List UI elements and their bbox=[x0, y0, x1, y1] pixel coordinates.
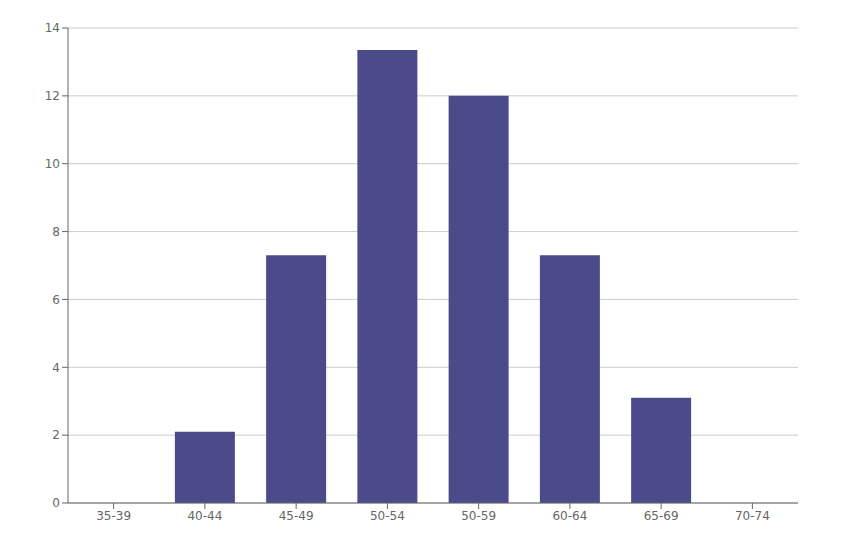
svg-text:50-59: 50-59 bbox=[461, 509, 496, 523]
svg-text:60-64: 60-64 bbox=[552, 509, 587, 523]
svg-text:6: 6 bbox=[52, 293, 60, 307]
svg-text:2: 2 bbox=[52, 428, 60, 442]
svg-text:40-44: 40-44 bbox=[187, 509, 222, 523]
svg-text:65-69: 65-69 bbox=[644, 509, 679, 523]
svg-text:8: 8 bbox=[52, 225, 60, 239]
svg-text:14: 14 bbox=[45, 21, 60, 35]
svg-text:70-74: 70-74 bbox=[735, 509, 770, 523]
svg-text:45-49: 45-49 bbox=[279, 509, 314, 523]
svg-text:35-39: 35-39 bbox=[96, 509, 131, 523]
svg-text:4: 4 bbox=[52, 361, 60, 375]
svg-text:0: 0 bbox=[52, 496, 60, 510]
svg-text:10: 10 bbox=[45, 157, 60, 171]
svg-text:50-54: 50-54 bbox=[370, 509, 405, 523]
svg-text:12: 12 bbox=[45, 89, 60, 103]
